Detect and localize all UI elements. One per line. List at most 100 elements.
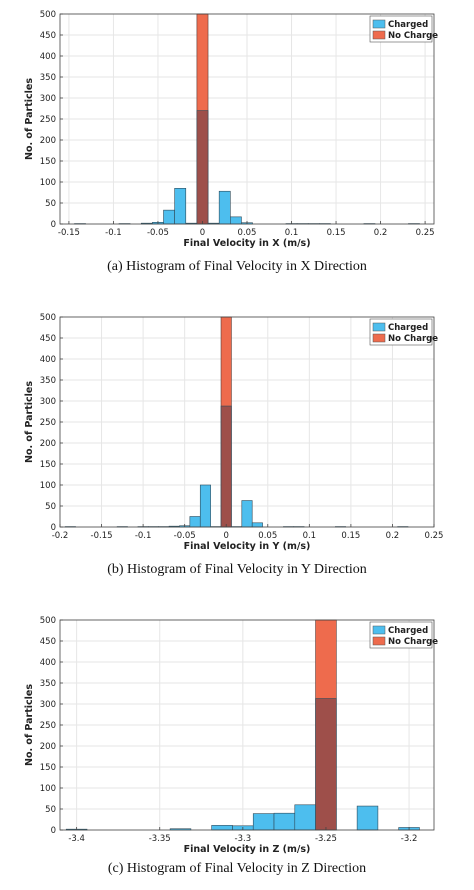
- y-tick-label: 500: [40, 313, 56, 323]
- bar-charged: [356, 805, 379, 831]
- legend-label: No Charge: [388, 334, 438, 344]
- bar-charged: [199, 484, 211, 528]
- x-tick-label: -3.2: [401, 834, 418, 844]
- x-tick-label: 0.15: [327, 228, 346, 238]
- y-tick-label: 400: [40, 52, 56, 62]
- y-tick-label: 150: [40, 460, 56, 470]
- y-tick-label: 450: [40, 334, 56, 344]
- legend-label: No Charge: [388, 637, 438, 647]
- x-tick-label: -0.15: [91, 531, 113, 541]
- chart-panel-x: -0.15 -0.1 -0.05 0 0.05 0.1 0.15 0.2 0.25 0 50 100 1…: [0, 0, 474, 290]
- histogram-z: -3.4 -3.35 -3.3 -3.25 -3.2 0 50 100 150 200 250 300…: [24, 616, 438, 855]
- x-tick-label: -3.3: [235, 834, 252, 844]
- y-tick-label: 100: [40, 178, 56, 188]
- x-tick-label: -3.35: [149, 834, 171, 844]
- x-tick-label: 0: [224, 531, 229, 541]
- legend-swatch: [372, 322, 386, 332]
- bar-charged: [252, 813, 275, 831]
- y-tick-label: 250: [40, 115, 56, 125]
- y-tick-label: 150: [40, 157, 56, 167]
- legend-swatch: [372, 333, 386, 343]
- bar-charged: [163, 209, 175, 225]
- x-tick-label: -0.15: [58, 228, 80, 238]
- bar-charged: [251, 522, 263, 528]
- histogram-x: -0.15 -0.1 -0.05 0 0.05 0.1 0.15 0.2 0.25 0 50 100 1…: [24, 10, 438, 249]
- y-tick-label: 50: [45, 199, 56, 209]
- bar-charged: [218, 190, 231, 225]
- y-tick-label: 200: [40, 136, 56, 146]
- x-tick-label: -0.1: [105, 228, 122, 238]
- x-tick-label: -0.1: [135, 531, 152, 541]
- y-tick-label: 200: [40, 439, 56, 449]
- x-tick-label: 0.25: [425, 531, 444, 541]
- x-tick-label: 0.1: [303, 531, 317, 541]
- y-tick-label: 450: [40, 637, 56, 647]
- legend-swatch: [372, 625, 386, 635]
- x-tick-label: -3.4: [68, 834, 85, 844]
- x-axis-title: Final Velocity in Y (m/s): [184, 541, 311, 552]
- x-tick-label: -0.2: [52, 531, 69, 541]
- histogram-y: -0.2 -0.15 -0.1 -0.05 0 0.05 0.1 0.15 0.2 0.25 0 50…: [24, 313, 444, 552]
- y-tick-label: 250: [40, 721, 56, 731]
- y-tick-label: 500: [40, 10, 56, 20]
- y-tick-label: 400: [40, 355, 56, 365]
- legend-label: Charged: [388, 626, 428, 636]
- y-tick-label: 200: [40, 742, 56, 752]
- y-axis-title: No. of Particles: [24, 381, 35, 463]
- bar-charged: [220, 405, 232, 528]
- chart-panel-z: -3.4 -3.35 -3.3 -3.25 -3.2 0 50 100 150 200 250 300…: [0, 606, 474, 890]
- y-tick-label: 100: [40, 481, 56, 491]
- y-tick-label: 350: [40, 376, 56, 386]
- x-axis-title: Final Velocity in X (m/s): [183, 238, 310, 249]
- bar-charged: [273, 812, 296, 831]
- y-axis-title: No. of Particles: [24, 78, 35, 160]
- x-tick-label: 0.25: [416, 228, 435, 238]
- x-axis-title: Final Velocity in Z (m/s): [184, 844, 311, 855]
- x-tick-label: 0.1: [285, 228, 299, 238]
- x-tick-label: -0.05: [147, 228, 169, 238]
- caption-y: (b) Histogram of Final Velocity in Y Dir…: [107, 562, 367, 577]
- bar-charged: [241, 500, 253, 528]
- y-tick-label: 350: [40, 679, 56, 689]
- bar-charged: [196, 110, 209, 225]
- y-tick-label: 350: [40, 73, 56, 83]
- x-tick-label: 0: [200, 228, 205, 238]
- bar-charged: [294, 804, 316, 831]
- caption-z: (c) Histogram of Final Velocity in Z Dir…: [107, 861, 367, 876]
- bar-charged: [230, 216, 242, 225]
- y-tick-label: 150: [40, 763, 56, 773]
- bar-charged: [315, 698, 337, 831]
- caption-x: (a) Histogram of Final Velocity in X Dir…: [107, 259, 367, 274]
- y-tick-label: 300: [40, 397, 56, 407]
- legend-swatch: [372, 30, 386, 40]
- y-tick-label: 50: [45, 805, 56, 815]
- legend-label: No Charge: [388, 31, 438, 41]
- y-tick-label: 50: [45, 502, 56, 512]
- x-tick-label: 0.05: [258, 531, 277, 541]
- y-tick-label: 500: [40, 616, 56, 626]
- x-tick-label: 0.2: [386, 531, 400, 541]
- y-tick-label: 0: [51, 523, 56, 533]
- y-tick-label: 400: [40, 658, 56, 668]
- x-tick-label: 0.05: [238, 228, 257, 238]
- bar-charged: [174, 188, 187, 225]
- y-tick-label: 450: [40, 31, 56, 41]
- bar-charged: [189, 516, 201, 528]
- y-tick-label: 300: [40, 700, 56, 710]
- y-tick-label: 0: [51, 220, 56, 230]
- legend-label: Charged: [388, 20, 428, 30]
- y-tick-label: 250: [40, 418, 56, 428]
- x-tick-label: -0.05: [174, 531, 196, 541]
- y-tick-label: 0: [51, 826, 56, 836]
- y-tick-label: 300: [40, 94, 56, 104]
- y-axis-title: No. of Particles: [24, 684, 35, 766]
- x-tick-label: 0.15: [341, 531, 360, 541]
- legend-swatch: [372, 19, 386, 29]
- x-tick-label: -3.25: [315, 834, 337, 844]
- chart-panel-y: -0.2 -0.15 -0.1 -0.05 0 0.05 0.1 0.15 0.2 0.25 0 50…: [0, 303, 474, 593]
- y-tick-label: 100: [40, 784, 56, 794]
- legend-swatch: [372, 636, 386, 646]
- legend-label: Charged: [388, 323, 428, 333]
